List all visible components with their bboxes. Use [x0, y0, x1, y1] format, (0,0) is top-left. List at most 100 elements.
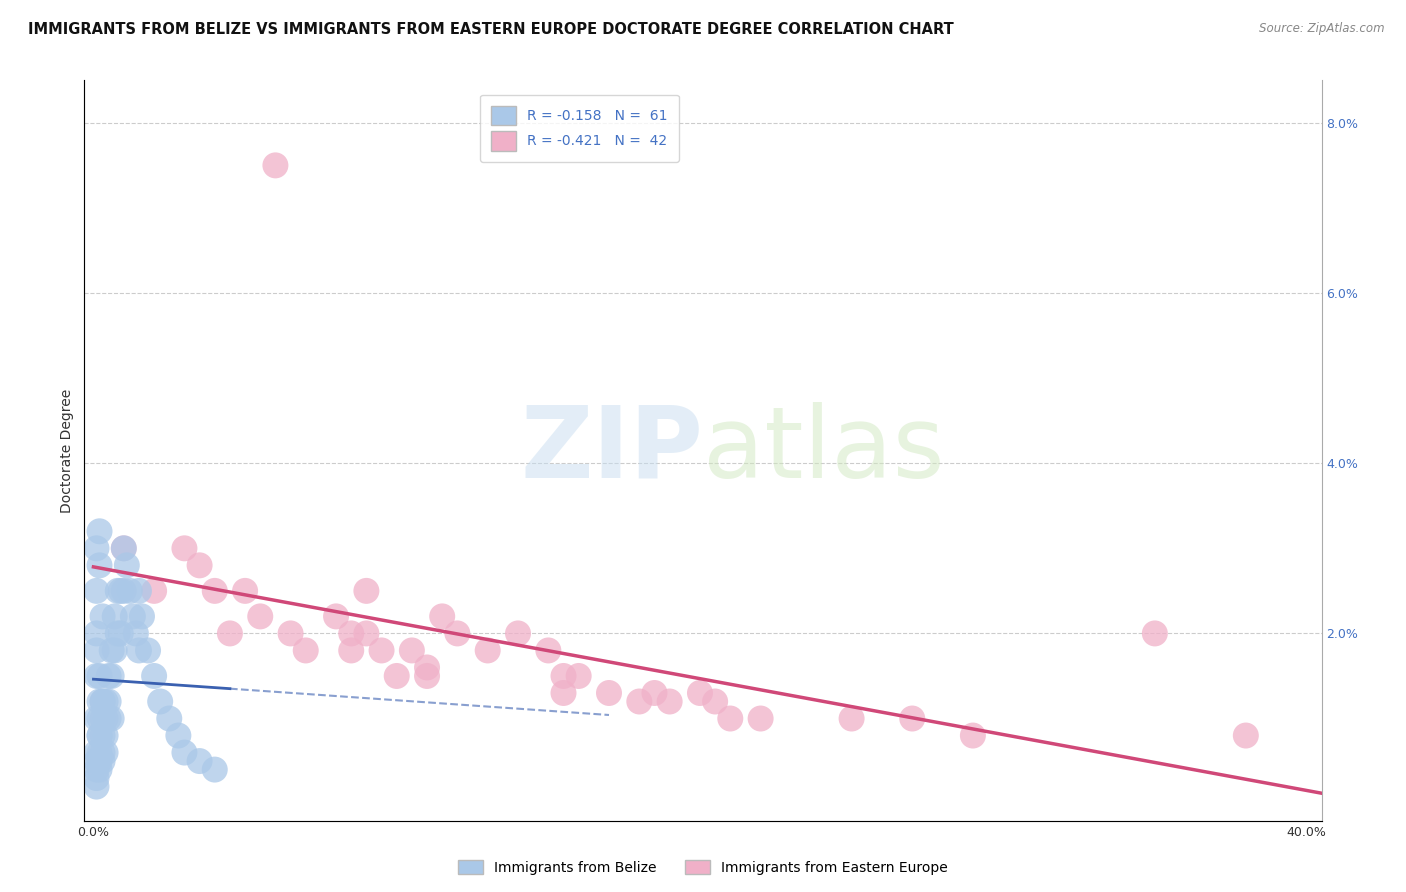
Point — [91, 694, 114, 708]
Point — [157, 712, 180, 726]
Legend: R = -0.158   N =  61, R = -0.421   N =  42: R = -0.158 N = 61, R = -0.421 N = 42 — [479, 95, 679, 161]
Point — [86, 669, 108, 683]
Point — [107, 583, 129, 598]
Point — [340, 626, 363, 640]
Point — [86, 754, 108, 768]
Point — [112, 583, 135, 598]
Point — [432, 609, 454, 624]
Point — [962, 729, 984, 743]
Point — [115, 558, 138, 573]
Point — [553, 669, 575, 683]
Point — [385, 669, 408, 683]
Point — [94, 694, 117, 708]
Point — [91, 694, 114, 708]
Point — [100, 669, 122, 683]
Y-axis label: Doctorate Degree: Doctorate Degree — [60, 388, 75, 513]
Point — [1143, 626, 1166, 640]
Point — [188, 754, 211, 768]
Point — [356, 626, 378, 640]
Point — [100, 712, 122, 726]
Point — [658, 694, 681, 708]
Point — [89, 729, 111, 743]
Point — [167, 729, 190, 743]
Point — [901, 712, 924, 726]
Point — [110, 583, 132, 598]
Point — [749, 712, 772, 726]
Point — [86, 643, 108, 657]
Point — [294, 643, 316, 657]
Point — [188, 558, 211, 573]
Point — [128, 583, 150, 598]
Point — [598, 686, 620, 700]
Point — [1234, 729, 1257, 743]
Point — [86, 626, 108, 640]
Point — [89, 746, 111, 760]
Point — [704, 694, 727, 708]
Point — [718, 712, 741, 726]
Point — [537, 643, 560, 657]
Point — [416, 669, 439, 683]
Point — [100, 643, 122, 657]
Point — [401, 643, 423, 657]
Point — [173, 541, 195, 556]
Point — [86, 541, 108, 556]
Point — [112, 541, 135, 556]
Point — [128, 643, 150, 657]
Point — [91, 746, 114, 760]
Point — [94, 729, 117, 743]
Point — [91, 729, 114, 743]
Point — [568, 669, 591, 683]
Point — [89, 754, 111, 768]
Point — [143, 669, 166, 683]
Point — [325, 609, 347, 624]
Point — [97, 712, 120, 726]
Point — [446, 626, 468, 640]
Point — [89, 729, 111, 743]
Point — [107, 626, 129, 640]
Text: IMMIGRANTS FROM BELIZE VS IMMIGRANTS FROM EASTERN EUROPE DOCTORATE DEGREE CORREL: IMMIGRANTS FROM BELIZE VS IMMIGRANTS FRO… — [28, 22, 953, 37]
Point — [125, 626, 148, 640]
Point — [204, 583, 226, 598]
Point — [131, 609, 153, 624]
Point — [118, 583, 141, 598]
Point — [91, 754, 114, 768]
Point — [553, 686, 575, 700]
Point — [689, 686, 711, 700]
Point — [370, 643, 392, 657]
Point — [173, 746, 195, 760]
Point — [149, 694, 172, 708]
Point — [506, 626, 529, 640]
Point — [89, 763, 111, 777]
Point — [204, 763, 226, 777]
Point — [86, 712, 108, 726]
Point — [97, 669, 120, 683]
Point — [94, 712, 117, 726]
Point — [143, 583, 166, 598]
Point — [86, 583, 108, 598]
Point — [94, 746, 117, 760]
Point — [104, 609, 127, 624]
Point — [356, 583, 378, 598]
Point — [91, 609, 114, 624]
Point — [86, 771, 108, 785]
Point — [110, 626, 132, 640]
Point — [628, 694, 651, 708]
Point — [136, 643, 159, 657]
Point — [89, 524, 111, 539]
Point — [643, 686, 665, 700]
Text: Source: ZipAtlas.com: Source: ZipAtlas.com — [1260, 22, 1385, 36]
Point — [233, 583, 256, 598]
Point — [122, 609, 145, 624]
Point — [97, 694, 120, 708]
Legend: Immigrants from Belize, Immigrants from Eastern Europe: Immigrants from Belize, Immigrants from … — [453, 855, 953, 880]
Text: ZIP: ZIP — [520, 402, 703, 499]
Text: atlas: atlas — [703, 402, 945, 499]
Point — [104, 643, 127, 657]
Point — [91, 712, 114, 726]
Point — [841, 712, 863, 726]
Point — [86, 780, 108, 794]
Point — [112, 541, 135, 556]
Point — [86, 763, 108, 777]
Point — [249, 609, 271, 624]
Point — [340, 643, 363, 657]
